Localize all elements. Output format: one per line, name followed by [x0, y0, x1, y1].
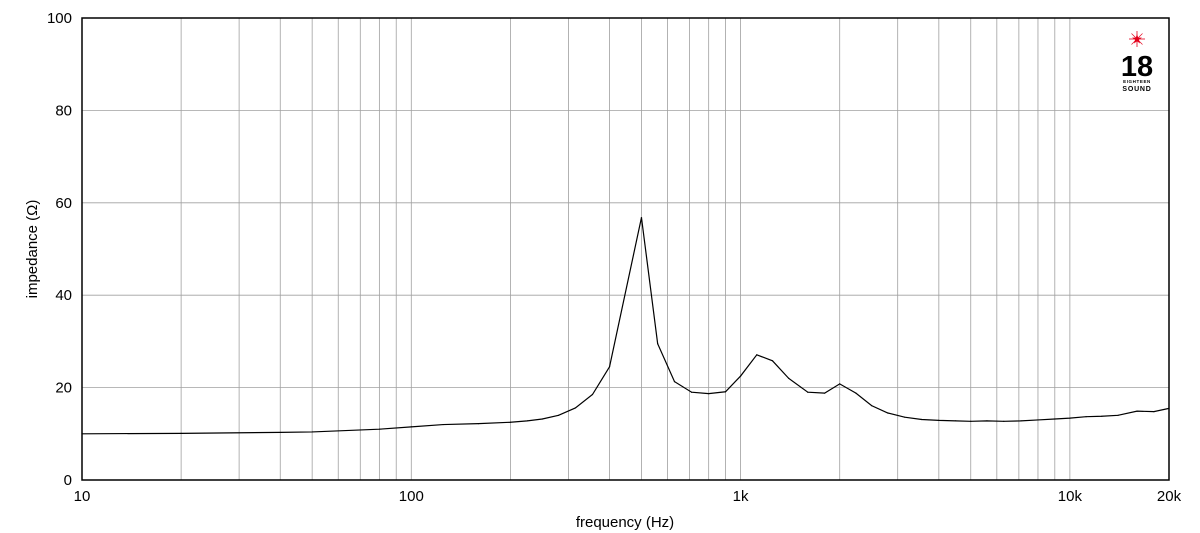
data-point — [509, 421, 512, 423]
x-axis-label: frequency (Hz) — [576, 514, 674, 531]
data-point — [640, 216, 643, 219]
data-point — [311, 431, 313, 433]
data-point — [970, 420, 972, 422]
data-point — [938, 419, 940, 422]
data-point — [526, 420, 528, 422]
x-tick-label: 10 — [74, 488, 91, 505]
data-point — [1101, 415, 1103, 417]
y-tick-label: 80 — [55, 102, 72, 119]
data-points — [81, 216, 1170, 435]
logo-word-top: EIGHTEEN — [1123, 79, 1151, 84]
grid — [82, 18, 1169, 480]
y-axis-label: impedance (Ω) — [24, 200, 41, 299]
y-tick-label: 20 — [55, 380, 72, 397]
data-point — [574, 407, 576, 409]
data-point — [279, 431, 281, 434]
data-point — [855, 392, 857, 394]
data-point — [1153, 411, 1155, 413]
x-tick-label: 100 — [399, 488, 424, 505]
data-point — [180, 432, 182, 434]
data-point — [824, 392, 826, 394]
data-point — [986, 420, 988, 422]
data-point — [771, 360, 774, 362]
data-point — [673, 380, 676, 383]
data-point — [557, 414, 560, 416]
data-point — [788, 377, 790, 379]
data-point — [541, 418, 543, 420]
data-point — [442, 423, 444, 426]
data-point — [1037, 419, 1039, 421]
star-icon — [1129, 31, 1145, 47]
data-point — [477, 423, 480, 425]
data-point — [410, 426, 412, 428]
data-point — [839, 383, 841, 385]
eighteen-sound-logo: 18 EIGHTEEN SOUND — [1121, 31, 1153, 93]
data-point — [591, 393, 594, 396]
y-tick-label: 0 — [64, 472, 72, 489]
data-point — [955, 420, 957, 422]
data-point — [81, 433, 83, 435]
data-point — [739, 375, 742, 377]
data-point — [887, 412, 889, 414]
data-point — [378, 428, 380, 430]
y-tick-label: 40 — [55, 287, 72, 304]
data-point — [1085, 416, 1087, 418]
data-point — [1020, 420, 1022, 422]
data-point — [1003, 420, 1005, 422]
data-point — [608, 366, 611, 368]
y-tick-label: 100 — [47, 10, 72, 27]
data-point — [807, 391, 809, 393]
y-tick-label: 60 — [55, 195, 72, 212]
x-tick-labels: 10 100 1k 10k 20k — [74, 488, 1182, 505]
data-point — [1069, 417, 1071, 419]
plot-frame — [81, 17, 1170, 481]
x-tick-label: 10k — [1058, 488, 1083, 505]
data-point — [657, 343, 659, 345]
y-tick-labels: 0 20 40 60 80 100 — [47, 10, 72, 489]
data-point — [1117, 414, 1119, 416]
data-point — [1054, 418, 1056, 420]
data-point — [691, 391, 693, 393]
data-point — [1168, 407, 1170, 409]
data-point — [756, 354, 758, 356]
logo-word-bottom: SOUND — [1122, 86, 1151, 93]
impedance-curve — [81, 217, 1170, 435]
data-point — [921, 418, 923, 421]
data-point — [871, 405, 873, 407]
logo-number: 18 — [1121, 51, 1153, 83]
data-point — [724, 391, 727, 393]
data-point — [708, 393, 710, 395]
data-point — [1136, 410, 1138, 412]
data-point — [904, 416, 906, 418]
x-tick-label: 20k — [1157, 488, 1182, 505]
x-tick-label: 1k — [733, 488, 749, 505]
